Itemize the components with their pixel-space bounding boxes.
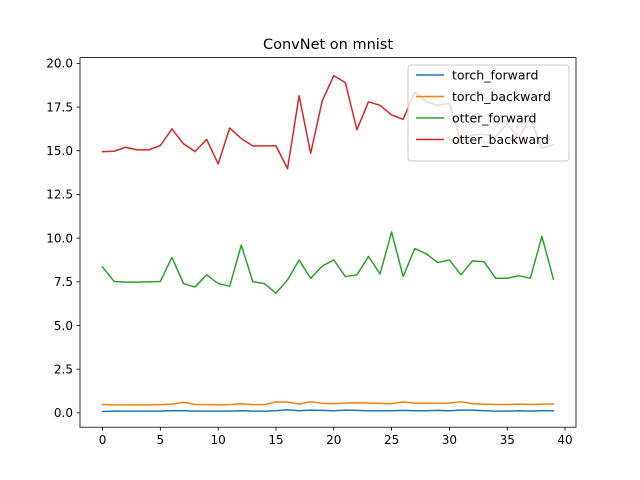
x-tick-label: 40 — [557, 433, 572, 447]
y-tick-label: 7.5 — [54, 275, 73, 289]
axes-frame — [79, 57, 577, 428]
y-tick-label: 0.0 — [54, 406, 73, 420]
legend-label-torch-forward: torch_forward — [452, 68, 538, 83]
x-tick-label: 5 — [157, 433, 165, 447]
x-tick-label: 15 — [268, 433, 283, 447]
chart-title: ConvNet on mnist — [263, 37, 393, 53]
x-tick-label: 35 — [500, 433, 515, 447]
x-tick-label: 20 — [326, 433, 341, 447]
y-tick-label: 20.0 — [46, 57, 73, 71]
y-tick-label: 10.0 — [46, 231, 73, 245]
legend-box — [407, 64, 570, 162]
y-tick-label: 5.0 — [54, 319, 73, 333]
x-tick-label: 10 — [211, 433, 226, 447]
y-tick-label: 17.5 — [46, 100, 73, 114]
series-line-torch-forward — [101, 408, 555, 413]
x-tick-label: 25 — [384, 433, 399, 447]
series-line-otter-forward — [101, 231, 555, 294]
legend: torch_forward torch_backward otter_forward… — [407, 64, 570, 162]
x-tick-label: 30 — [442, 433, 457, 447]
axis-layer: 0 5 10 15 20 25 30 35 40 0.0 2.5 5.0 7.5 10.0 12.5 15.0… — [46, 57, 577, 447]
legend-label-otter-forward: otter_forward — [452, 111, 536, 126]
legend-label-torch-backward: torch_backward — [452, 89, 551, 104]
y-tick-label: 2.5 — [54, 362, 73, 376]
y-tick-label: 12.5 — [46, 188, 73, 202]
y-tick-label: 15.0 — [46, 144, 73, 158]
legend-label-otter-backward: otter_backward — [452, 132, 549, 147]
x-tick-label: 0 — [99, 433, 107, 447]
series-line-torch-backward — [101, 400, 555, 406]
